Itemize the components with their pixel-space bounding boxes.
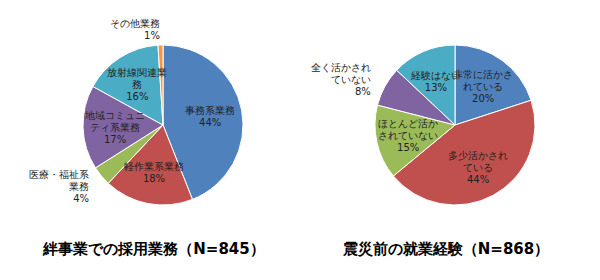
- svg-text:全く活かされていない8%: 全く活かされていない8%: [311, 62, 371, 97]
- svg-text:地域コミュニティ系業務17%: 地域コミュニティ系業務17%: [84, 110, 145, 145]
- svg-text:軽作業系業務18%: 軽作業系業務18%: [124, 161, 184, 184]
- svg-text:経験はない13%: 経験はない13%: [410, 70, 461, 93]
- svg-text:その他業務1%: その他業務1%: [110, 18, 160, 41]
- svg-text:ほとんど活かされていない15%: ほとんど活かされていない15%: [378, 118, 438, 153]
- svg-text:事務系業務44%: 事務系業務44%: [185, 105, 235, 128]
- html-text:震災前の就業経験（N=868）: 震災前の就業経験（N=868）: [342, 240, 550, 258]
- svg-text:放射線関連業務16%: 放射線関連業務16%: [107, 67, 167, 102]
- svg-text:医療・福祉系業務4%: 医療・福祉系業務4%: [29, 169, 89, 204]
- html-text:絆事業での採用業務（N=845）: 絆事業での採用業務（N=845）: [43, 240, 265, 258]
- svg-text:非常に活かされている20%: 非常に活かされている20%: [453, 69, 513, 104]
- svg-text:多少活かされている44%: 多少活かされている44%: [448, 150, 508, 185]
